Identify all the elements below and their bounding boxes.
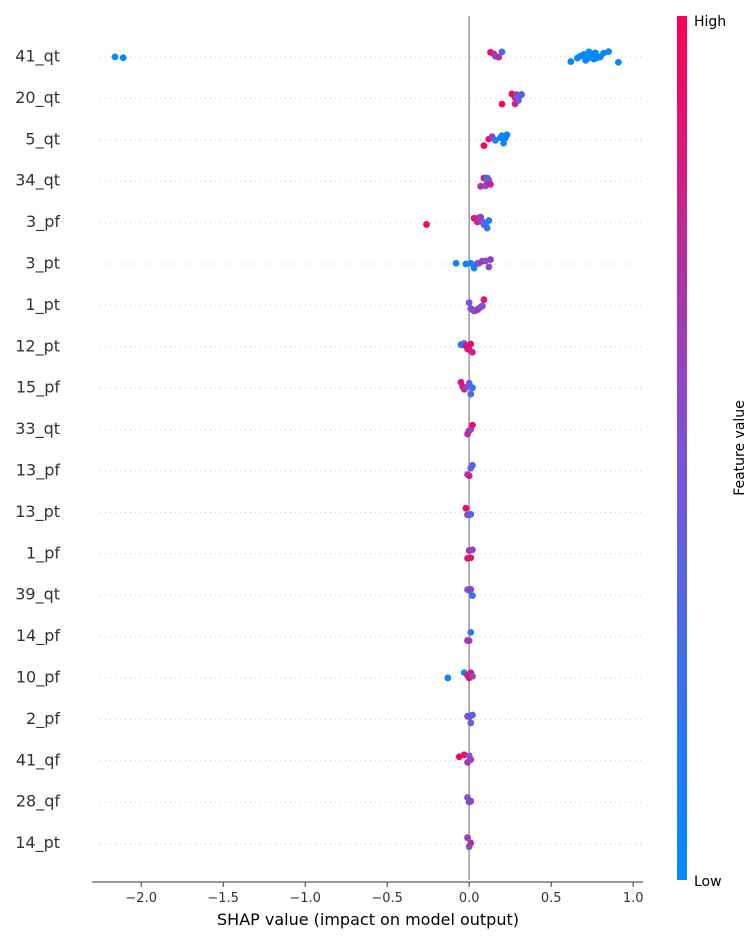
colorbar-title: Feature value: [732, 400, 748, 496]
feature-label-41_qt: 41_qt: [15, 47, 60, 67]
feature-label-33_qt: 33_qt: [15, 419, 60, 439]
feature-label-15_pf: 15_pf: [16, 378, 61, 398]
shap-points: [111, 48, 622, 851]
x-tick-label: 0.0: [459, 891, 480, 906]
point-28_qf: [467, 797, 475, 805]
point-1_pt: [478, 302, 486, 310]
feature-label-13_pt: 13_pt: [15, 502, 60, 522]
x-axis-title: SHAP value (impact on model output): [217, 910, 519, 929]
x-tick-label: −1.0: [289, 891, 321, 906]
point-39_qt: [467, 586, 475, 593]
point-14_pt: [464, 834, 471, 842]
feature-label-34_qt: 34_qt: [15, 171, 60, 191]
point-14_pf: [465, 637, 473, 645]
colorbar: High Low Feature value: [677, 14, 748, 890]
feature-label-1_pt: 1_pt: [25, 295, 60, 315]
point-3_pf: [423, 221, 430, 228]
point-20_qt: [518, 91, 526, 98]
feature-label-14_pf: 14_pf: [16, 626, 61, 646]
point-39_qt: [469, 592, 476, 600]
point-10_pf: [444, 674, 452, 682]
point-41_qt: [567, 58, 575, 65]
point-41_qt: [495, 53, 503, 61]
feature-label-2_pf: 2_pf: [26, 709, 60, 729]
point-15_pf: [469, 384, 476, 392]
point-1_pf: [469, 546, 476, 554]
point-3_pf: [485, 217, 493, 224]
point-5_qt: [480, 142, 488, 150]
point-3_pt: [452, 259, 460, 267]
x-tick-label: 1.0: [623, 891, 644, 906]
point-14_pf: [467, 628, 475, 636]
point-33_qt: [469, 421, 476, 429]
point-41_qf: [467, 756, 475, 764]
feature-label-14_pt: 14_pt: [15, 833, 60, 853]
x-axis: −2.0 −1.5 −1.0 −0.5 0.0 0.5 1.0 SHAP value (im…: [92, 881, 644, 929]
point-41_qt: [615, 58, 622, 66]
point-3_pt: [487, 256, 494, 263]
x-tick-label: 0.5: [541, 891, 562, 906]
point-14_pt: [467, 839, 475, 847]
colorbar-gradient: [677, 16, 687, 880]
colorbar-high-label: High: [694, 14, 726, 30]
feature-label-5_qt: 5_qt: [25, 129, 60, 149]
point-13_pt: [462, 504, 470, 512]
x-tick-label: −2.0: [125, 891, 157, 906]
feature-label-12_pt: 12_pt: [15, 336, 60, 356]
point-1_pt: [480, 296, 488, 304]
point-41_qt: [498, 48, 506, 56]
point-3_pt: [485, 263, 493, 271]
point-2_pf: [469, 711, 476, 719]
point-12_pt: [469, 348, 476, 356]
colorbar-low-label: Low: [694, 874, 722, 890]
point-5_qt: [503, 131, 511, 139]
point-10_pf: [469, 672, 476, 680]
point-12_pt: [467, 340, 475, 348]
point-13_pf: [469, 461, 476, 469]
feature-labels: 41_qt 20_qt 5_qt 34_qt 3_pf 3_pt 1_pt 12_pt 15_p…: [15, 47, 60, 854]
point-41_qt: [605, 48, 612, 55]
feature-label-13_pf: 13_pf: [16, 461, 61, 481]
feature-label-39_qt: 39_qt: [15, 585, 60, 605]
point-1_pt: [465, 299, 473, 307]
x-tick-label: −1.5: [207, 891, 239, 906]
feature-gridlines: [100, 56, 643, 845]
feature-label-1_pf: 1_pf: [26, 543, 60, 563]
point-20_qt: [498, 100, 506, 108]
point-2_pf: [467, 719, 475, 727]
point-34_qt: [487, 180, 494, 188]
feature-label-3_pf: 3_pf: [26, 212, 60, 232]
feature-label-41_qf: 41_qf: [16, 750, 61, 770]
point-41_qt: [111, 53, 119, 61]
point-41_qt: [119, 54, 127, 62]
point-3_pt: [467, 259, 475, 267]
point-13_pt: [467, 510, 475, 518]
point-34_qt: [477, 182, 485, 190]
feature-label-10_pf: 10_pf: [16, 668, 61, 688]
point-15_pf: [467, 390, 475, 398]
feature-label-28_qf: 28_qf: [16, 792, 61, 812]
point-3_pf: [483, 224, 491, 232]
feature-label-3_pt: 3_pt: [25, 254, 60, 274]
point-13_pf: [465, 472, 473, 480]
feature-label-20_qt: 20_qt: [15, 88, 60, 108]
x-tick-label: −0.5: [371, 891, 403, 906]
point-1_pf: [467, 554, 475, 562]
